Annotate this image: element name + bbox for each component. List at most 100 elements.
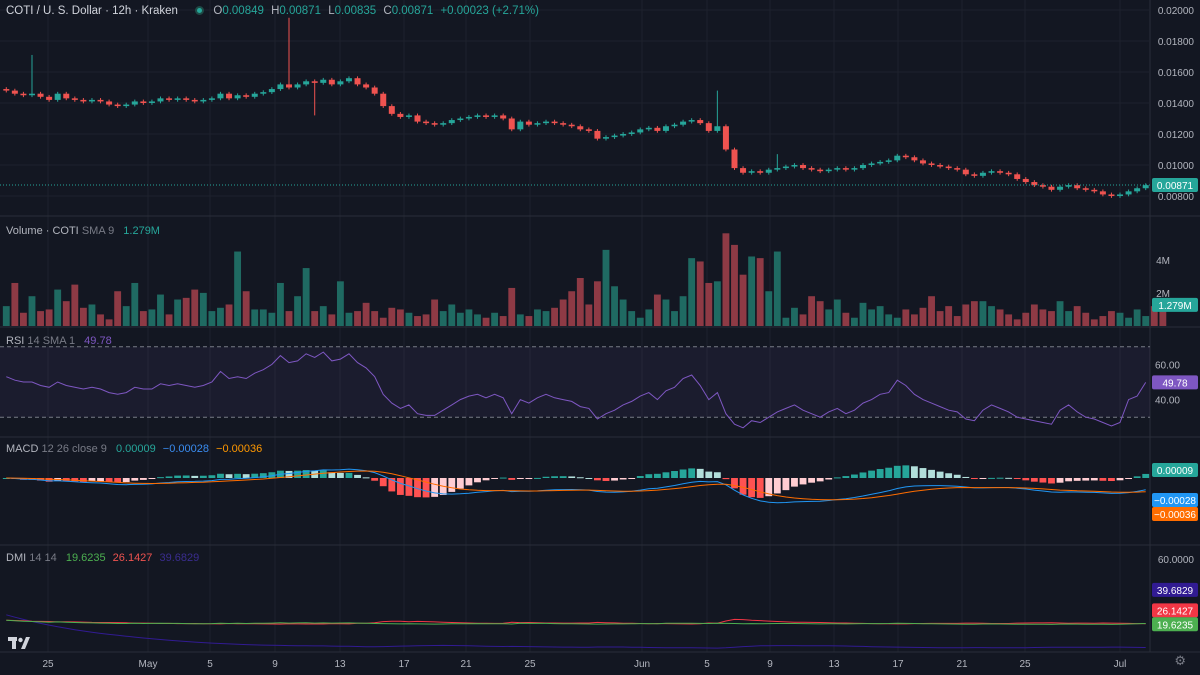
candle-body-118 (1014, 174, 1021, 179)
candle-body-127 (1091, 189, 1098, 192)
volume-bar-17 (148, 309, 156, 326)
symbol-name[interactable]: COTI / U. S. Dollar (6, 5, 102, 17)
macd-hist-bar-101 (868, 470, 875, 478)
candle-body-10 (88, 99, 95, 102)
macd-hist-bar-48 (414, 478, 421, 498)
macd-legend[interactable]: MACD 12 26 close 9 0.00009 −0.00028 −0.0… (6, 443, 262, 455)
volume-bar-126 (1082, 312, 1090, 326)
rsi-legend[interactable]: RSI 14 SMA 1 49.78 (6, 335, 112, 347)
macd-hist-bar-72 (619, 478, 627, 480)
candle-body-102 (877, 161, 884, 164)
macd-hist-bar-113 (970, 478, 978, 479)
volume-bar-80 (688, 258, 696, 326)
candle-body-107 (919, 160, 926, 164)
candle-body-39 (337, 81, 344, 85)
volume-bar-56 (482, 317, 490, 326)
macd-hist-bar-133 (1142, 473, 1150, 478)
candle-body-14 (123, 104, 130, 107)
volume-bar-1 (11, 282, 19, 326)
macd-hist-bar-14 (122, 478, 130, 483)
macd-hist-bar-88 (756, 478, 764, 498)
settings-gear-icon[interactable]: ⚙ (1174, 653, 1186, 668)
candle-body-126 (1082, 188, 1089, 190)
volume-bar-84 (722, 233, 730, 326)
macd-hist-bar-27 (234, 473, 242, 478)
price-tick-0: 0.02000 (1158, 6, 1195, 17)
volume-bar-83 (713, 281, 721, 326)
volume-bar-30 (259, 309, 267, 326)
price-tick-2: 0.01600 (1158, 68, 1195, 79)
candle-body-59 (508, 118, 515, 130)
volume-bar-64 (551, 307, 559, 326)
interval-label[interactable]: 12h (112, 5, 132, 17)
candle-body-96 (825, 169, 832, 172)
volume-bar-55 (474, 314, 481, 326)
macd-hist-bar-40 (345, 472, 353, 478)
macd-hist-bar-37 (319, 470, 327, 478)
macd-hist-bar-47 (405, 478, 413, 496)
volume-bar-27 (234, 251, 242, 326)
volume-bar-51 (439, 311, 447, 326)
macd-hist-bar-130 (1116, 478, 1124, 481)
candle-body-130 (1117, 194, 1124, 196)
candle-body-37 (320, 79, 327, 83)
macd-hist-bar-91 (782, 478, 790, 491)
macd-hist-bar-60 (516, 478, 524, 479)
volume-bar-72 (619, 299, 627, 326)
volume-bar-14 (122, 306, 130, 326)
macd-hist-bar-35 (302, 470, 310, 478)
dmi-adx-label-bg (1152, 582, 1198, 597)
macd-hist-bar-118 (1013, 478, 1021, 480)
time-tick-12: 17 (892, 659, 904, 670)
macd-hist-bar-15 (131, 478, 139, 481)
volume-bar-11 (97, 314, 104, 326)
volume-bar-135 (1159, 302, 1167, 326)
candle-body-125 (1074, 185, 1081, 189)
macd-hist-bar-69 (593, 478, 601, 481)
macd-signal-label: −0.00036 (1154, 510, 1196, 521)
high-label: H (271, 5, 280, 17)
macd-hist-bar-75 (645, 474, 653, 478)
last-price-label-bg (1152, 177, 1198, 192)
macd-hist-bar-56 (482, 478, 490, 481)
candle-body-47 (405, 115, 412, 117)
macd-hist-label: 0.00009 (1157, 466, 1194, 477)
volume-bar-23 (199, 292, 207, 326)
volume-bar-52 (448, 304, 456, 326)
macd-hist-bar-17 (148, 478, 156, 479)
candle-body-82 (705, 123, 712, 131)
volume-bar-4 (37, 311, 44, 326)
candle-body-66 (568, 124, 575, 127)
rsi-title: RSI (6, 335, 25, 347)
volume-bar-49 (422, 314, 430, 326)
macd-hist-bar-28 (242, 474, 250, 478)
time-tick-6: 21 (460, 659, 472, 670)
candle-body-92 (791, 165, 798, 167)
candle-body-123 (1057, 186, 1064, 190)
volume-legend[interactable]: Volume · COTI SMA 9 1.279M (6, 225, 160, 237)
dmi-legend[interactable]: DMI 14 14 19.6235 26.1427 39.6829 (6, 552, 199, 564)
macd-hist-bar-31 (268, 472, 276, 478)
dmi-title: DMI (6, 552, 27, 564)
volume-bar-39 (336, 281, 344, 326)
time-tick-1: May (139, 659, 158, 670)
macd-hist-bar-73 (628, 478, 636, 479)
volume-bar-54 (465, 309, 473, 326)
volume-bar-10 (88, 304, 96, 326)
candle-body-18 (157, 98, 164, 102)
volume-bar-82 (705, 282, 713, 326)
macd-hist-bar-52 (448, 478, 456, 492)
open-value: 0.00849 (222, 5, 264, 17)
volume-bar-78 (671, 311, 678, 326)
candle-body-51 (440, 123, 447, 125)
macd-line-value: −0.00028 (162, 443, 209, 455)
macd-hist-bar-24 (208, 475, 216, 478)
candle-body-58 (500, 115, 507, 119)
volume-bar-95 (816, 301, 824, 326)
macd-hist-bar-129 (1108, 478, 1115, 482)
tradingview-logo-icon[interactable] (8, 635, 30, 651)
volume-bar-35 (302, 268, 310, 326)
